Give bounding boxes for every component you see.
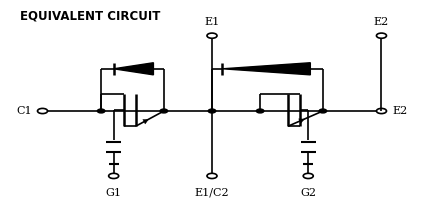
Polygon shape	[114, 63, 153, 75]
Circle shape	[208, 109, 216, 113]
Circle shape	[319, 109, 326, 113]
Circle shape	[160, 109, 167, 113]
Polygon shape	[223, 63, 310, 75]
Text: E2: E2	[392, 106, 407, 116]
Circle shape	[257, 109, 264, 113]
Circle shape	[98, 109, 105, 113]
Text: E1: E1	[204, 17, 220, 27]
Text: G2: G2	[300, 188, 316, 198]
Text: E2: E2	[374, 17, 389, 27]
Text: C1: C1	[17, 106, 32, 116]
Text: G1: G1	[106, 188, 122, 198]
Text: EQUIVALENT CIRCUIT: EQUIVALENT CIRCUIT	[20, 9, 160, 22]
Text: E1/C2: E1/C2	[195, 188, 229, 198]
